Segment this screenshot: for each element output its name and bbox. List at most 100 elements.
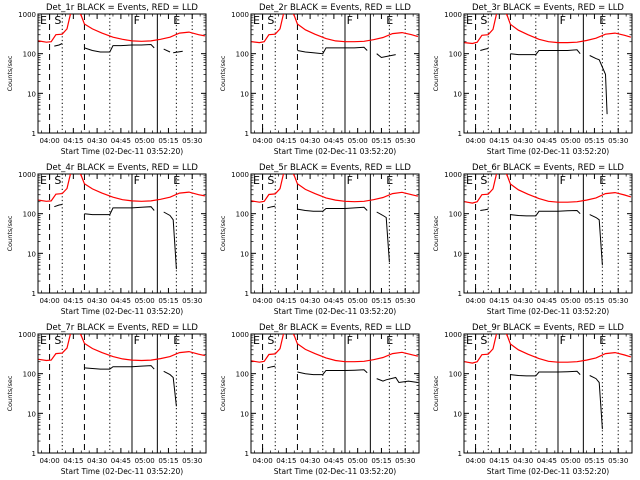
y-axis-label: Counts/sec [432,375,440,411]
chart-title: Det_8r BLACK = Events, RED = LLD [259,323,411,333]
region-label: E [253,334,260,347]
series-lld-line [464,174,632,204]
x-tick-label: 04:45 [324,297,344,305]
region-label: E [40,334,47,347]
x-tick-label: 04:00 [465,297,485,305]
series-events-line [54,204,63,208]
y-tick-label: 10 [27,90,36,98]
chart-title: Det_2r BLACK = Events, RED = LLD [259,3,411,13]
x-tick-label: 05:15 [584,137,604,145]
y-tick-label: 100 [23,371,36,379]
x-tick-label: 05:15 [158,137,178,145]
x-tick-label: 05:30 [608,457,628,465]
series-events-line [510,209,581,217]
y-tick-label: 1 [458,290,462,298]
plot-frame [250,173,420,294]
region-label: E [253,174,260,187]
x-tick-label: 04:45 [324,457,344,465]
x-tick-label: 05:30 [182,457,202,465]
chart-panel-1: Det_1r BLACK = Events, RED = LLD Counts/s… [6,3,207,156]
region-label: F [347,14,353,27]
region-label: S [480,174,487,187]
chart-panel-7: Det_7r BLACK = Events, RED = LLD Counts/s… [6,323,207,476]
y-tick-label: 1000 [444,171,462,179]
plot-frame [37,13,207,134]
chart-title: Det_9r BLACK = Events, RED = LLD [472,323,624,333]
plot-frame [37,173,207,294]
region-label: F [560,334,566,347]
series-lld-line [38,14,206,43]
region-label: F [560,174,566,187]
x-axis-label: Start Time (02-Dec-11 03:52:20) [274,307,396,316]
chart-panel-4: Det_4r BLACK = Events, RED = LLD Counts/s… [6,163,207,316]
y-axis-label: Counts/sec [432,215,440,251]
region-label: E [40,14,47,27]
chart-panel-8: Det_8r BLACK = Events, RED = LLD Counts/s… [219,323,420,476]
y-axis-label: Counts/sec [219,55,227,91]
x-tick-label: 05:30 [395,457,415,465]
plot-frame [250,333,420,454]
series-events-line [510,49,581,56]
x-tick-label: 04:00 [465,457,485,465]
region-label: F [134,14,140,27]
y-tick-label: 100 [23,51,36,59]
region-label: F [347,174,353,187]
x-tick-label: 04:30 [87,457,107,465]
y-tick-label: 100 [236,51,249,59]
x-tick-label: 04:00 [39,457,59,465]
y-tick-label: 100 [449,371,462,379]
x-tick-label: 05:30 [182,137,202,145]
x-axis-label: Start Time (02-Dec-11 03:52:20) [61,147,183,156]
region-label: E [173,14,180,27]
series-events-line [376,376,418,384]
x-tick-label: 04:00 [252,297,272,305]
series-events-line [589,55,608,115]
x-tick-label: 04:45 [537,457,557,465]
y-tick-label: 100 [23,211,36,219]
y-tick-label: 1000 [18,331,36,339]
y-tick-label: 1000 [18,11,36,19]
series-events-line [163,48,171,53]
chart-panel-3: Det_3r BLACK = Events, RED = LLD Counts/s… [432,3,633,156]
y-tick-label: 1 [245,130,249,138]
y-tick-label: 10 [240,250,249,258]
series-lld-line [251,174,419,203]
region-label: F [134,334,140,347]
region-label: E [386,174,393,187]
x-tick-label: 04:30 [87,297,107,305]
region-label: S [54,334,61,347]
series-events-line [54,43,63,47]
series-events-line [480,208,489,211]
y-tick-label: 1 [245,290,249,298]
chart-title: Det_6r BLACK = Events, RED = LLD [472,163,624,173]
y-tick-label: 10 [453,90,462,98]
region-label: E [466,334,473,347]
region-label: S [480,14,487,27]
series-events-line [589,375,603,430]
series-events-line [297,46,368,55]
y-tick-label: 100 [449,211,462,219]
chart-panel-9: Det_9r BLACK = Events, RED = LLD Counts/s… [432,323,633,476]
y-axis-label: Counts/sec [219,375,227,411]
plot-frame [250,13,420,134]
region-label: E [466,174,473,187]
plot-frame [37,333,207,454]
region-label: E [173,334,180,347]
x-tick-label: 05:15 [371,297,391,305]
region-label: E [40,174,47,187]
x-axis-label: Start Time (02-Dec-11 03:52:20) [487,467,609,476]
x-tick-label: 04:15 [489,137,509,145]
series-lld-line [464,334,632,364]
y-axis-label: Counts/sec [432,55,440,91]
region-label: E [386,14,393,27]
x-tick-label: 05:15 [158,457,178,465]
y-tick-label: 100 [236,211,249,219]
x-tick-label: 05:00 [561,457,581,465]
x-tick-label: 04:15 [489,297,509,305]
x-tick-label: 05:15 [584,297,604,305]
chart-panel-2: Det_2r BLACK = Events, RED = LLD Counts/s… [219,3,420,156]
y-tick-label: 1 [245,450,249,458]
y-axis-label: Counts/sec [6,55,14,91]
series-lld-line [38,334,206,362]
region-label: S [54,174,61,187]
